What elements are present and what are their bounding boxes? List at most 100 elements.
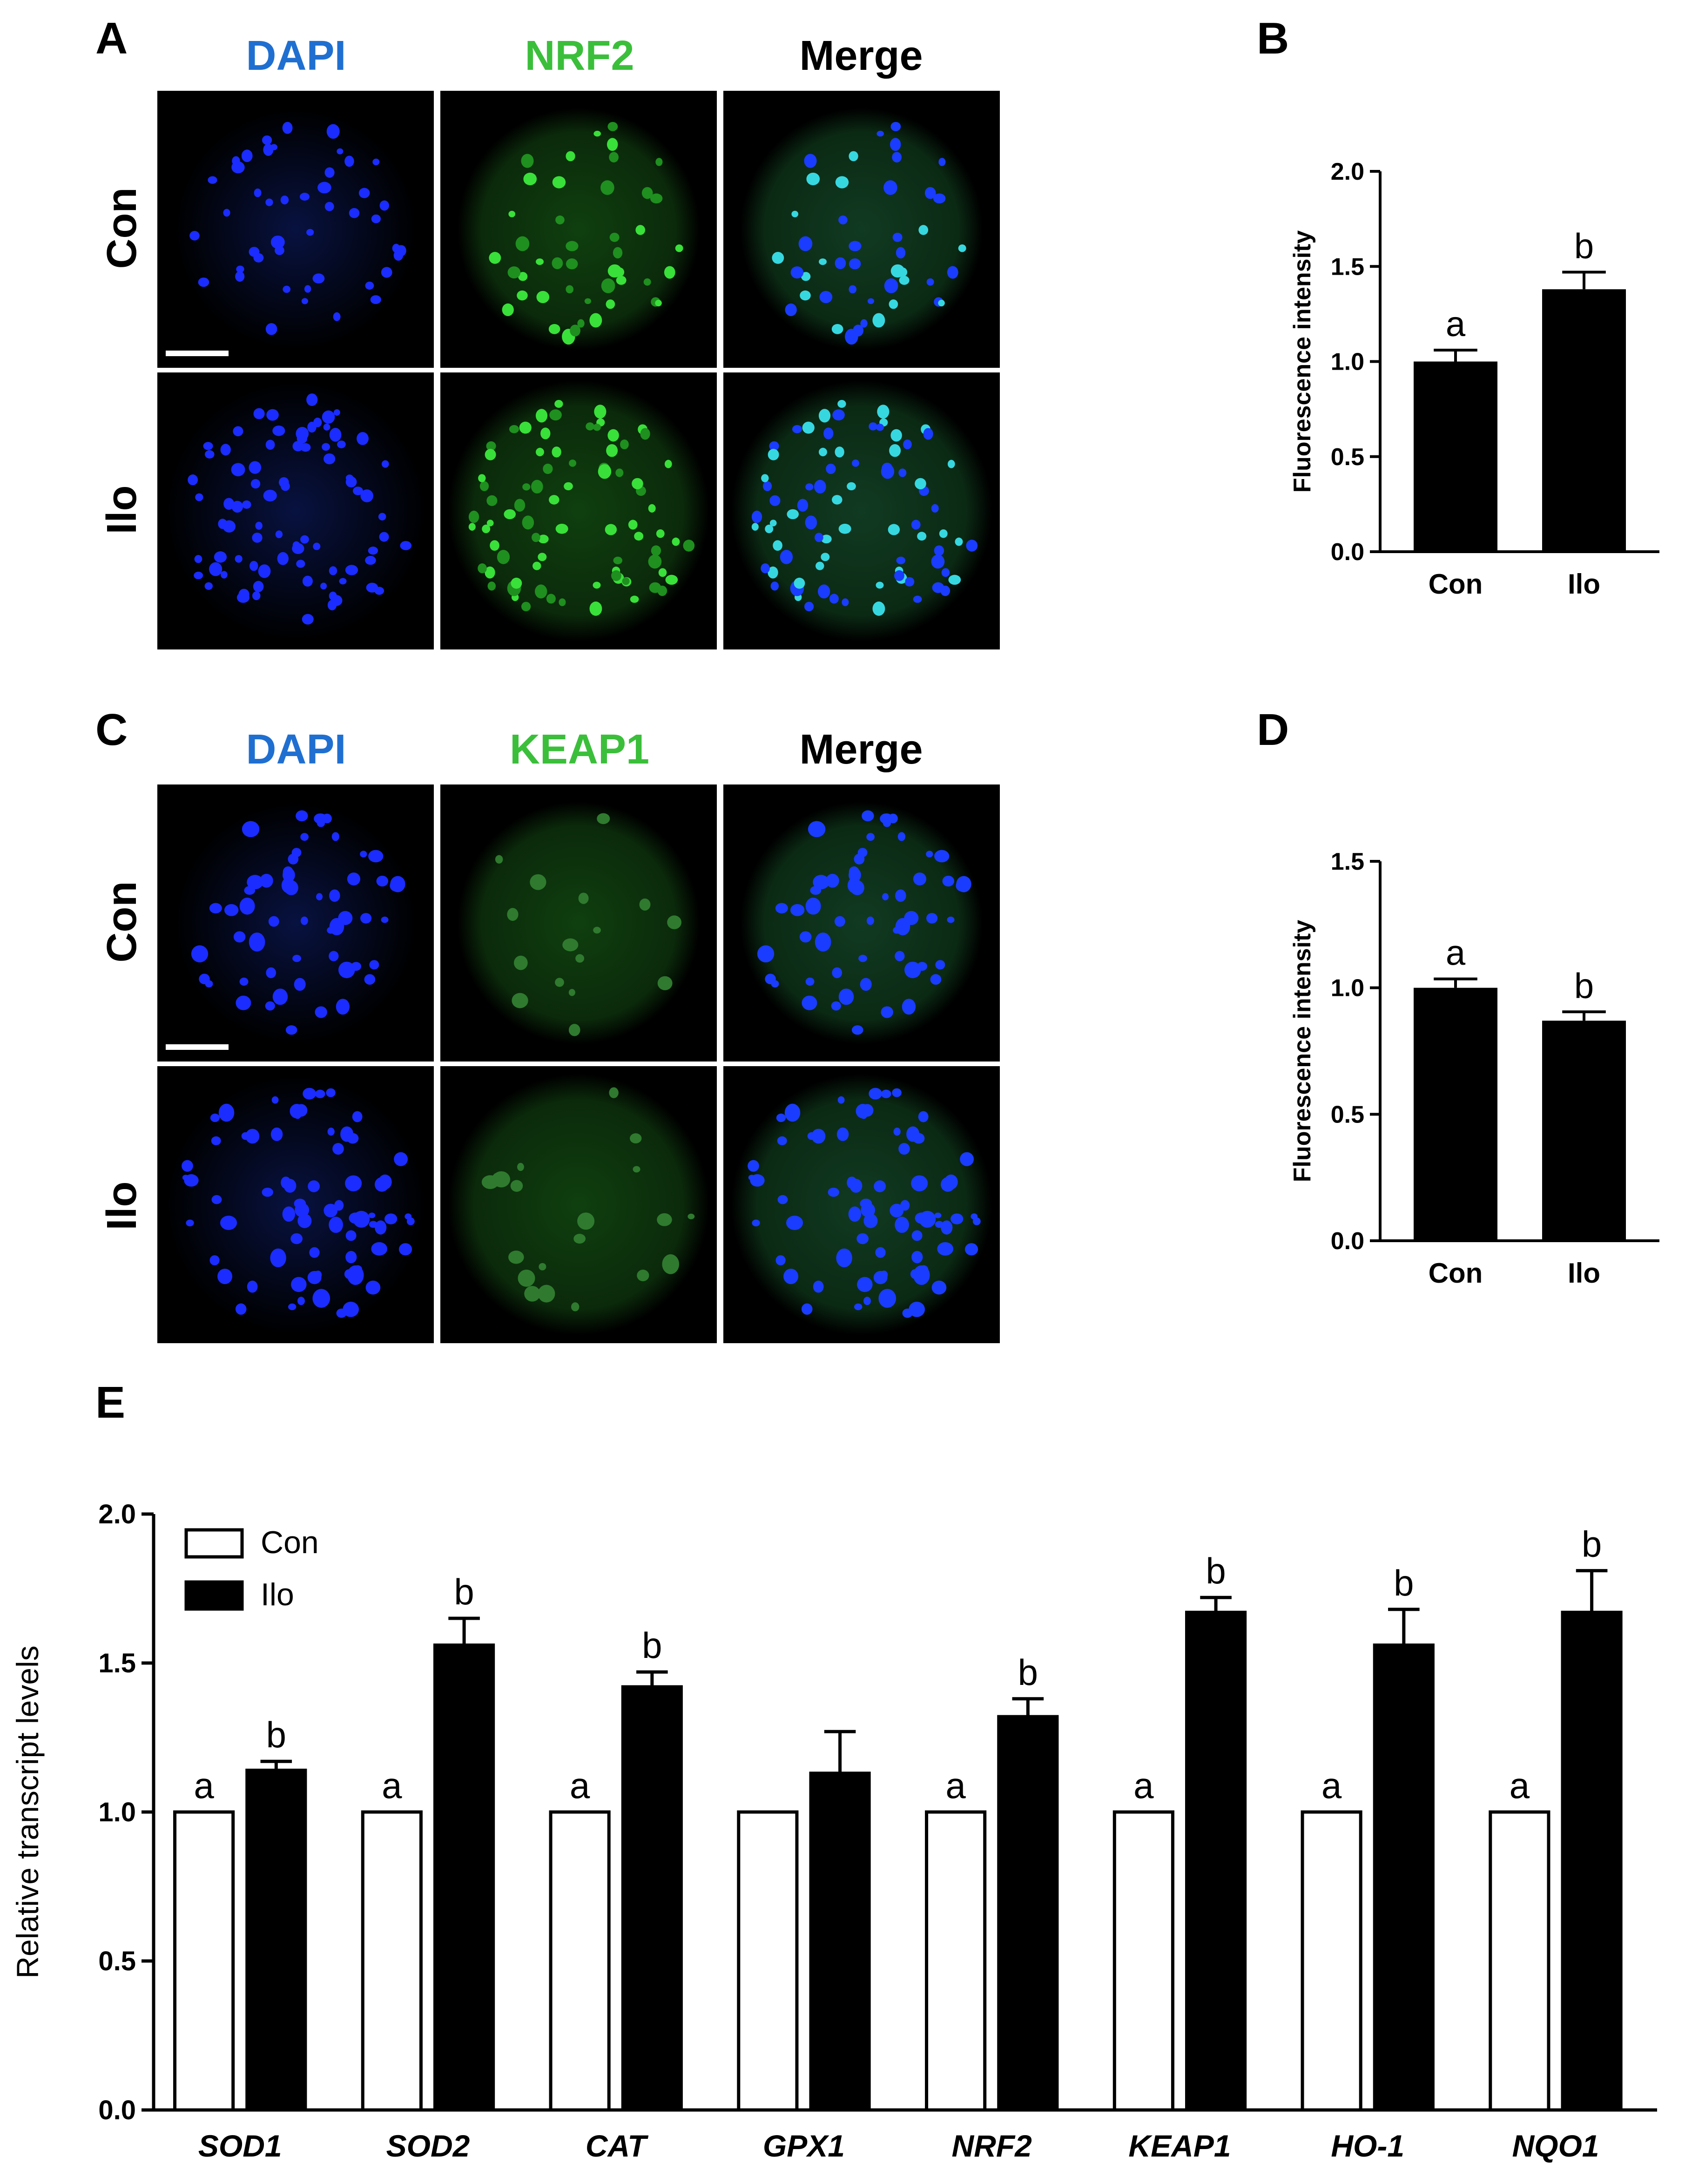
chart-e: 0.0 0.5 1.0 1.5 2.0 Relative transcript level… <box>10 1499 1657 2163</box>
chart-e-legend-swatch-con <box>184 1528 244 1559</box>
chart-e-bar-con-ho-1 <box>1301 1810 1362 2112</box>
chart-e-xtick-label: SOD2 <box>386 2129 470 2163</box>
chart-d-xtick-label: Ilo <box>1568 1258 1600 1289</box>
chart-e-sig-label: b <box>1018 1652 1038 1693</box>
chart-e-bar-ilo-keap1 <box>1185 1610 1247 2112</box>
chart-b-ytick-label: 0.5 <box>1331 444 1364 471</box>
chart-e-bar-ilo-cat <box>621 1685 683 2112</box>
chart-e-sig-label: a <box>570 1765 590 1806</box>
micrograph-c-0-2 <box>723 784 1000 1062</box>
micrograph-a-0-0 <box>157 91 434 368</box>
panel-letter-a: A <box>95 14 128 63</box>
micrograph-a-1-2 <box>723 372 1000 649</box>
chart-b-ytick-label: 2.0 <box>1331 158 1364 185</box>
chart-e-legend-label: Ilo <box>261 1577 294 1612</box>
chart-d-ytick-label: 0.0 <box>1331 1228 1364 1255</box>
chart-e-sig-label: a <box>1133 1765 1154 1806</box>
micrograph-c-1-2 <box>723 1066 1000 1343</box>
chart-d: 0.0 0.5 1.0 1.5 Fluorescence intensity a Con b I… <box>1289 848 1659 1289</box>
chart-e-bar-ilo-sod1 <box>245 1768 307 2112</box>
panel-c-row-label-ilo: Ilo <box>99 1182 145 1231</box>
chart-e-bar-con-nqo1 <box>1489 1810 1550 2112</box>
chart-e-ytick-label: 0.0 <box>98 2095 136 2125</box>
micrograph-grid-a <box>157 91 1000 649</box>
chart-e-bar-ilo-gpx1 <box>809 1772 871 2112</box>
chart-b-xtick-label: Ilo <box>1568 568 1600 600</box>
chart-e-sig-label: b <box>642 1625 662 1666</box>
panel-c-row-label-con: Con <box>99 881 145 963</box>
chart-e-xtick-label: NQO1 <box>1512 2129 1599 2163</box>
panel-letter-d: D <box>1257 705 1289 755</box>
chart-e-ylabel: Relative transcript levels <box>10 1645 45 1978</box>
chart-d-xtick-label: Con <box>1429 1258 1483 1289</box>
micrograph-c-1-1 <box>440 1066 717 1343</box>
panel-a-col-label-nrf2: NRF2 <box>525 33 634 79</box>
chart-b-sig-label: b <box>1574 227 1594 266</box>
chart-b-ytick-label: 1.5 <box>1331 253 1364 280</box>
chart-e-sig-label: b <box>454 1571 474 1612</box>
chart-e-bar-con-sod2 <box>361 1810 423 2112</box>
chart-e-xtick-label: GPX1 <box>763 2129 845 2163</box>
panel-c-col-label-dapi: DAPI <box>246 726 346 773</box>
chart-d-ytick-label: 0.5 <box>1331 1101 1364 1128</box>
chart-b-ylabel: Fluorescence intensity <box>1289 230 1316 493</box>
chart-b-ytick-label: 1.0 <box>1331 349 1364 376</box>
chart-e-bar-con-sod1 <box>173 1810 235 2112</box>
micrograph-c-0-1 <box>440 784 717 1062</box>
chart-b: 0.0 0.5 1.0 1.5 2.0 Fluorescence intensity a Co… <box>1289 158 1659 600</box>
chart-e-bar-con-gpx1 <box>737 1810 799 2112</box>
chart-b-bar-ilo <box>1542 289 1626 552</box>
micrograph-c-1-0 <box>157 1066 434 1343</box>
chart-d-ytick-label: 1.0 <box>1331 975 1364 1002</box>
chart-e-bar-con-cat <box>549 1810 611 2112</box>
chart-e-bar-ilo-nrf2 <box>997 1715 1059 2112</box>
chart-e-ytick-label: 0.5 <box>98 1946 136 1976</box>
chart-e-xtick-label: KEAP1 <box>1128 2129 1231 2163</box>
chart-e-xtick-label: SOD1 <box>198 2129 282 2163</box>
micrograph-a-0-1 <box>440 91 717 368</box>
chart-e-xtick-label: CAT <box>586 2129 648 2163</box>
chart-e-sig-label: b <box>1394 1562 1414 1603</box>
chart-e-sig-label: a <box>945 1765 966 1806</box>
panel-a-col-label-dapi: DAPI <box>246 33 346 79</box>
chart-e-ytick-label: 2.0 <box>98 1499 136 1529</box>
chart-e-sig-label: b <box>266 1714 286 1755</box>
chart-d-sig-label: b <box>1574 966 1594 1006</box>
chart-e-ytick-label: 1.5 <box>98 1648 136 1678</box>
chart-e-sig-label: a <box>1321 1765 1342 1806</box>
chart-e-xtick-label: NRF2 <box>952 2129 1032 2163</box>
micrograph-grid-c <box>157 784 1000 1343</box>
chart-e-bar-ilo-sod2 <box>433 1643 495 2112</box>
chart-e-bar-ilo-ho-1 <box>1373 1643 1435 2112</box>
chart-b-bar-con <box>1414 361 1497 552</box>
micrograph-a-0-2 <box>723 91 1000 368</box>
chart-e-sig-label: b <box>1206 1550 1226 1591</box>
panel-c-col-label-merge: Merge <box>799 726 923 773</box>
chart-e-sig-label: a <box>1510 1765 1530 1806</box>
panel-a-row-label-con: Con <box>99 188 145 269</box>
chart-e-bar-con-nrf2 <box>925 1810 987 2112</box>
panel-letter-c: C <box>95 705 128 755</box>
panel-letter-e: E <box>95 1378 125 1427</box>
micrograph-c-0-0 <box>157 784 434 1062</box>
chart-e-xtick-label: HO-1 <box>1331 2129 1404 2163</box>
panel-a-col-label-merge: Merge <box>799 33 923 79</box>
chart-d-ytick-label: 1.5 <box>1331 848 1364 875</box>
chart-b-ytick-label: 0.0 <box>1331 539 1364 566</box>
panel-a-row-label-ilo: Ilo <box>99 486 145 534</box>
panel-c-col-label-keap1: KEAP1 <box>510 726 649 773</box>
chart-d-sig-label: a <box>1446 933 1466 973</box>
chart-e-bar-con-keap1 <box>1112 1810 1174 2112</box>
chart-e-ytick-label: 1.0 <box>98 1797 136 1827</box>
chart-e-sig-label: b <box>1582 1524 1602 1565</box>
chart-e-sig-label: a <box>194 1765 214 1806</box>
chart-d-bar-con <box>1414 987 1497 1241</box>
chart-e-sig-label: a <box>382 1765 402 1806</box>
chart-d-ylabel: Fluorescence intensity <box>1289 920 1316 1183</box>
panel-letter-b: B <box>1257 14 1289 63</box>
chart-e-bar-ilo-nqo1 <box>1561 1610 1623 2112</box>
chart-e-legend-label: Con <box>261 1525 319 1560</box>
chart-b-xtick-label: Con <box>1429 568 1483 600</box>
chart-b-sig-label: a <box>1446 304 1466 344</box>
